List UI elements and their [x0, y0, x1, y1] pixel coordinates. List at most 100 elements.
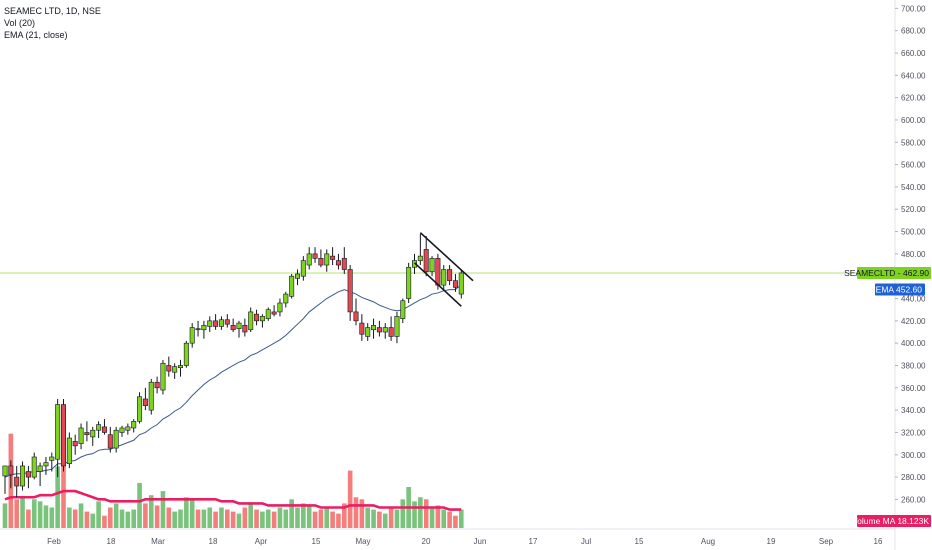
volume-bar [219, 507, 224, 528]
candle-body [341, 258, 347, 270]
candle-body [119, 427, 125, 433]
volume-bar [359, 499, 365, 528]
candle-body [14, 476, 20, 487]
candle [283, 291, 289, 308]
candle-body [306, 253, 312, 266]
candle [452, 273, 458, 292]
candle-body [43, 462, 49, 467]
volume-bar [306, 505, 312, 528]
candle [400, 298, 406, 324]
candle-body [25, 471, 31, 478]
volume-bar [248, 503, 253, 528]
volume-bar [301, 503, 306, 528]
candle-body [101, 426, 107, 433]
price-tick-label: 280.00 [901, 473, 926, 482]
candle-body [400, 300, 406, 319]
candle-body [224, 319, 230, 325]
candle [394, 311, 400, 344]
volume-bar [166, 507, 172, 528]
candle [72, 434, 78, 455]
channel-line[interactable] [419, 232, 474, 282]
ema-series [4, 284, 462, 478]
price-tick-label: 260.00 [901, 495, 926, 504]
volume-bar [453, 515, 458, 528]
volume-bar [324, 507, 330, 528]
candle-body [96, 424, 102, 431]
candle [14, 465, 20, 498]
candle-body [72, 441, 78, 447]
volume-bar [154, 505, 160, 528]
candle [78, 423, 84, 450]
volume-bar [137, 482, 142, 528]
candle-body [160, 362, 166, 391]
volume-ma-badge: Volume MA 18.123K [852, 515, 931, 527]
volume-bar [84, 511, 90, 528]
candle-body [359, 322, 365, 335]
svg-text:SEAMECLTD - 462.: SEAMECLTD - 462.90 [844, 268, 929, 278]
volume-bar [20, 497, 25, 528]
price-tick-label: 540.00 [901, 183, 926, 192]
candle [294, 269, 300, 286]
candle [125, 423, 131, 435]
candle [306, 247, 312, 270]
volume-ma-badge-value: 18.123K [897, 516, 929, 526]
candle [189, 323, 195, 348]
candle-body [435, 258, 441, 286]
candle [142, 387, 148, 411]
candle [195, 320, 201, 337]
price-tick-label: 300.00 [901, 451, 926, 460]
candle [341, 247, 347, 274]
candle-body [248, 311, 254, 331]
volume-bar [148, 495, 154, 528]
time-tick-label: 15 [635, 537, 644, 546]
volume-bar [90, 513, 96, 528]
volume-bar [172, 511, 177, 528]
channel-drawing[interactable] [413, 232, 474, 307]
candle-body [447, 269, 453, 281]
time-tick-label: Mar [151, 537, 165, 546]
candle-body [183, 342, 189, 366]
volume-bar [178, 509, 183, 528]
volume-bar [347, 470, 353, 528]
volume-bar [295, 507, 300, 528]
time-axis[interactable]: Feb 18 Mar 18 Apr 15 May 20 Jun 17 Jul 15 Aug 19 Sep 16 [47, 537, 883, 546]
channel-line[interactable] [413, 262, 462, 307]
price-axis[interactable]: 700.00 680.00 660.00 640.00 620.00 600.00 580.… [895, 4, 926, 504]
candle-body [353, 311, 359, 322]
candle-body [107, 434, 113, 449]
candle [20, 461, 26, 491]
candlestick-series [2, 233, 464, 498]
price-tick-label: 420.00 [901, 317, 926, 326]
candle [160, 359, 166, 395]
time-tick-label: Feb [47, 537, 61, 546]
volume-bar [78, 503, 84, 528]
volume-bar [195, 509, 201, 528]
candle [207, 316, 213, 333]
candle [318, 249, 324, 268]
price-tick-label: 700.00 [901, 4, 926, 13]
candle-body [148, 381, 154, 411]
volume-bar [37, 501, 43, 528]
time-tick-label: 18 [107, 537, 116, 546]
candle-body [254, 313, 260, 322]
candle-body [37, 465, 43, 472]
candle-body [335, 260, 341, 266]
candle [382, 323, 388, 339]
candle [300, 256, 306, 281]
candle-body [142, 398, 148, 406]
volume-bar [14, 499, 19, 528]
candle [330, 247, 336, 266]
last-price-badge: SEAMECLTD - 462.90 [844, 266, 931, 279]
candle-body [406, 266, 412, 299]
volume-bar [283, 509, 289, 528]
candle-body [423, 249, 429, 273]
price-tick-label: 560.00 [901, 161, 926, 170]
price-tick-label: 360.00 [901, 384, 926, 393]
time-tick-label: Jun [474, 537, 487, 546]
volume-bar [2, 503, 8, 528]
volume-bar [382, 513, 388, 528]
candle-body [2, 465, 8, 477]
volume-bar [371, 509, 376, 528]
price-tick-label: 440.00 [901, 295, 926, 304]
